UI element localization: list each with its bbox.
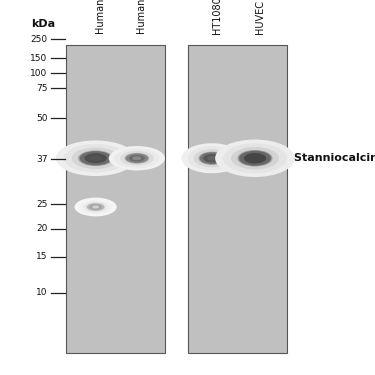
Ellipse shape: [129, 155, 145, 162]
Ellipse shape: [126, 153, 148, 163]
Ellipse shape: [78, 150, 113, 166]
Text: 15: 15: [36, 252, 48, 261]
Ellipse shape: [132, 156, 141, 160]
Ellipse shape: [239, 151, 271, 166]
Ellipse shape: [72, 148, 120, 169]
Bar: [188, 45, 287, 352]
Text: HT1080: HT1080: [212, 0, 222, 34]
Ellipse shape: [249, 155, 261, 161]
Text: 150: 150: [30, 54, 48, 63]
Text: 75: 75: [36, 84, 48, 93]
Ellipse shape: [89, 155, 102, 161]
Ellipse shape: [182, 143, 242, 173]
Ellipse shape: [207, 156, 217, 160]
Text: Stanniocalcin 1: Stanniocalcin 1: [294, 153, 375, 163]
Ellipse shape: [64, 144, 128, 172]
Ellipse shape: [231, 147, 279, 170]
Text: Human Kidney: Human Kidney: [137, 0, 147, 34]
Bar: [66, 45, 165, 352]
Ellipse shape: [86, 203, 105, 211]
Ellipse shape: [244, 153, 266, 164]
Ellipse shape: [194, 149, 230, 167]
Ellipse shape: [92, 206, 99, 209]
Ellipse shape: [188, 146, 236, 170]
Text: 50: 50: [36, 114, 48, 123]
Text: Human Heart: Human Heart: [96, 0, 106, 34]
Text: 37: 37: [36, 155, 48, 164]
Ellipse shape: [237, 150, 273, 166]
Ellipse shape: [84, 153, 107, 163]
Text: 10: 10: [36, 288, 48, 297]
Ellipse shape: [124, 153, 149, 164]
Ellipse shape: [215, 140, 295, 177]
Text: HUVEC: HUVEC: [255, 0, 265, 34]
Ellipse shape: [203, 154, 220, 162]
Ellipse shape: [200, 152, 224, 164]
Ellipse shape: [223, 143, 287, 173]
Ellipse shape: [83, 201, 108, 213]
Ellipse shape: [90, 204, 102, 210]
Ellipse shape: [87, 203, 104, 211]
Ellipse shape: [75, 198, 117, 216]
Text: 20: 20: [36, 224, 48, 233]
Ellipse shape: [80, 151, 112, 165]
Text: 250: 250: [30, 35, 48, 44]
Ellipse shape: [114, 148, 159, 168]
Ellipse shape: [56, 141, 135, 176]
Ellipse shape: [109, 146, 165, 171]
Text: kDa: kDa: [31, 20, 55, 29]
Ellipse shape: [79, 200, 112, 214]
Ellipse shape: [198, 152, 225, 165]
Ellipse shape: [120, 151, 154, 166]
Text: 100: 100: [30, 69, 48, 78]
Text: 25: 25: [36, 200, 48, 209]
